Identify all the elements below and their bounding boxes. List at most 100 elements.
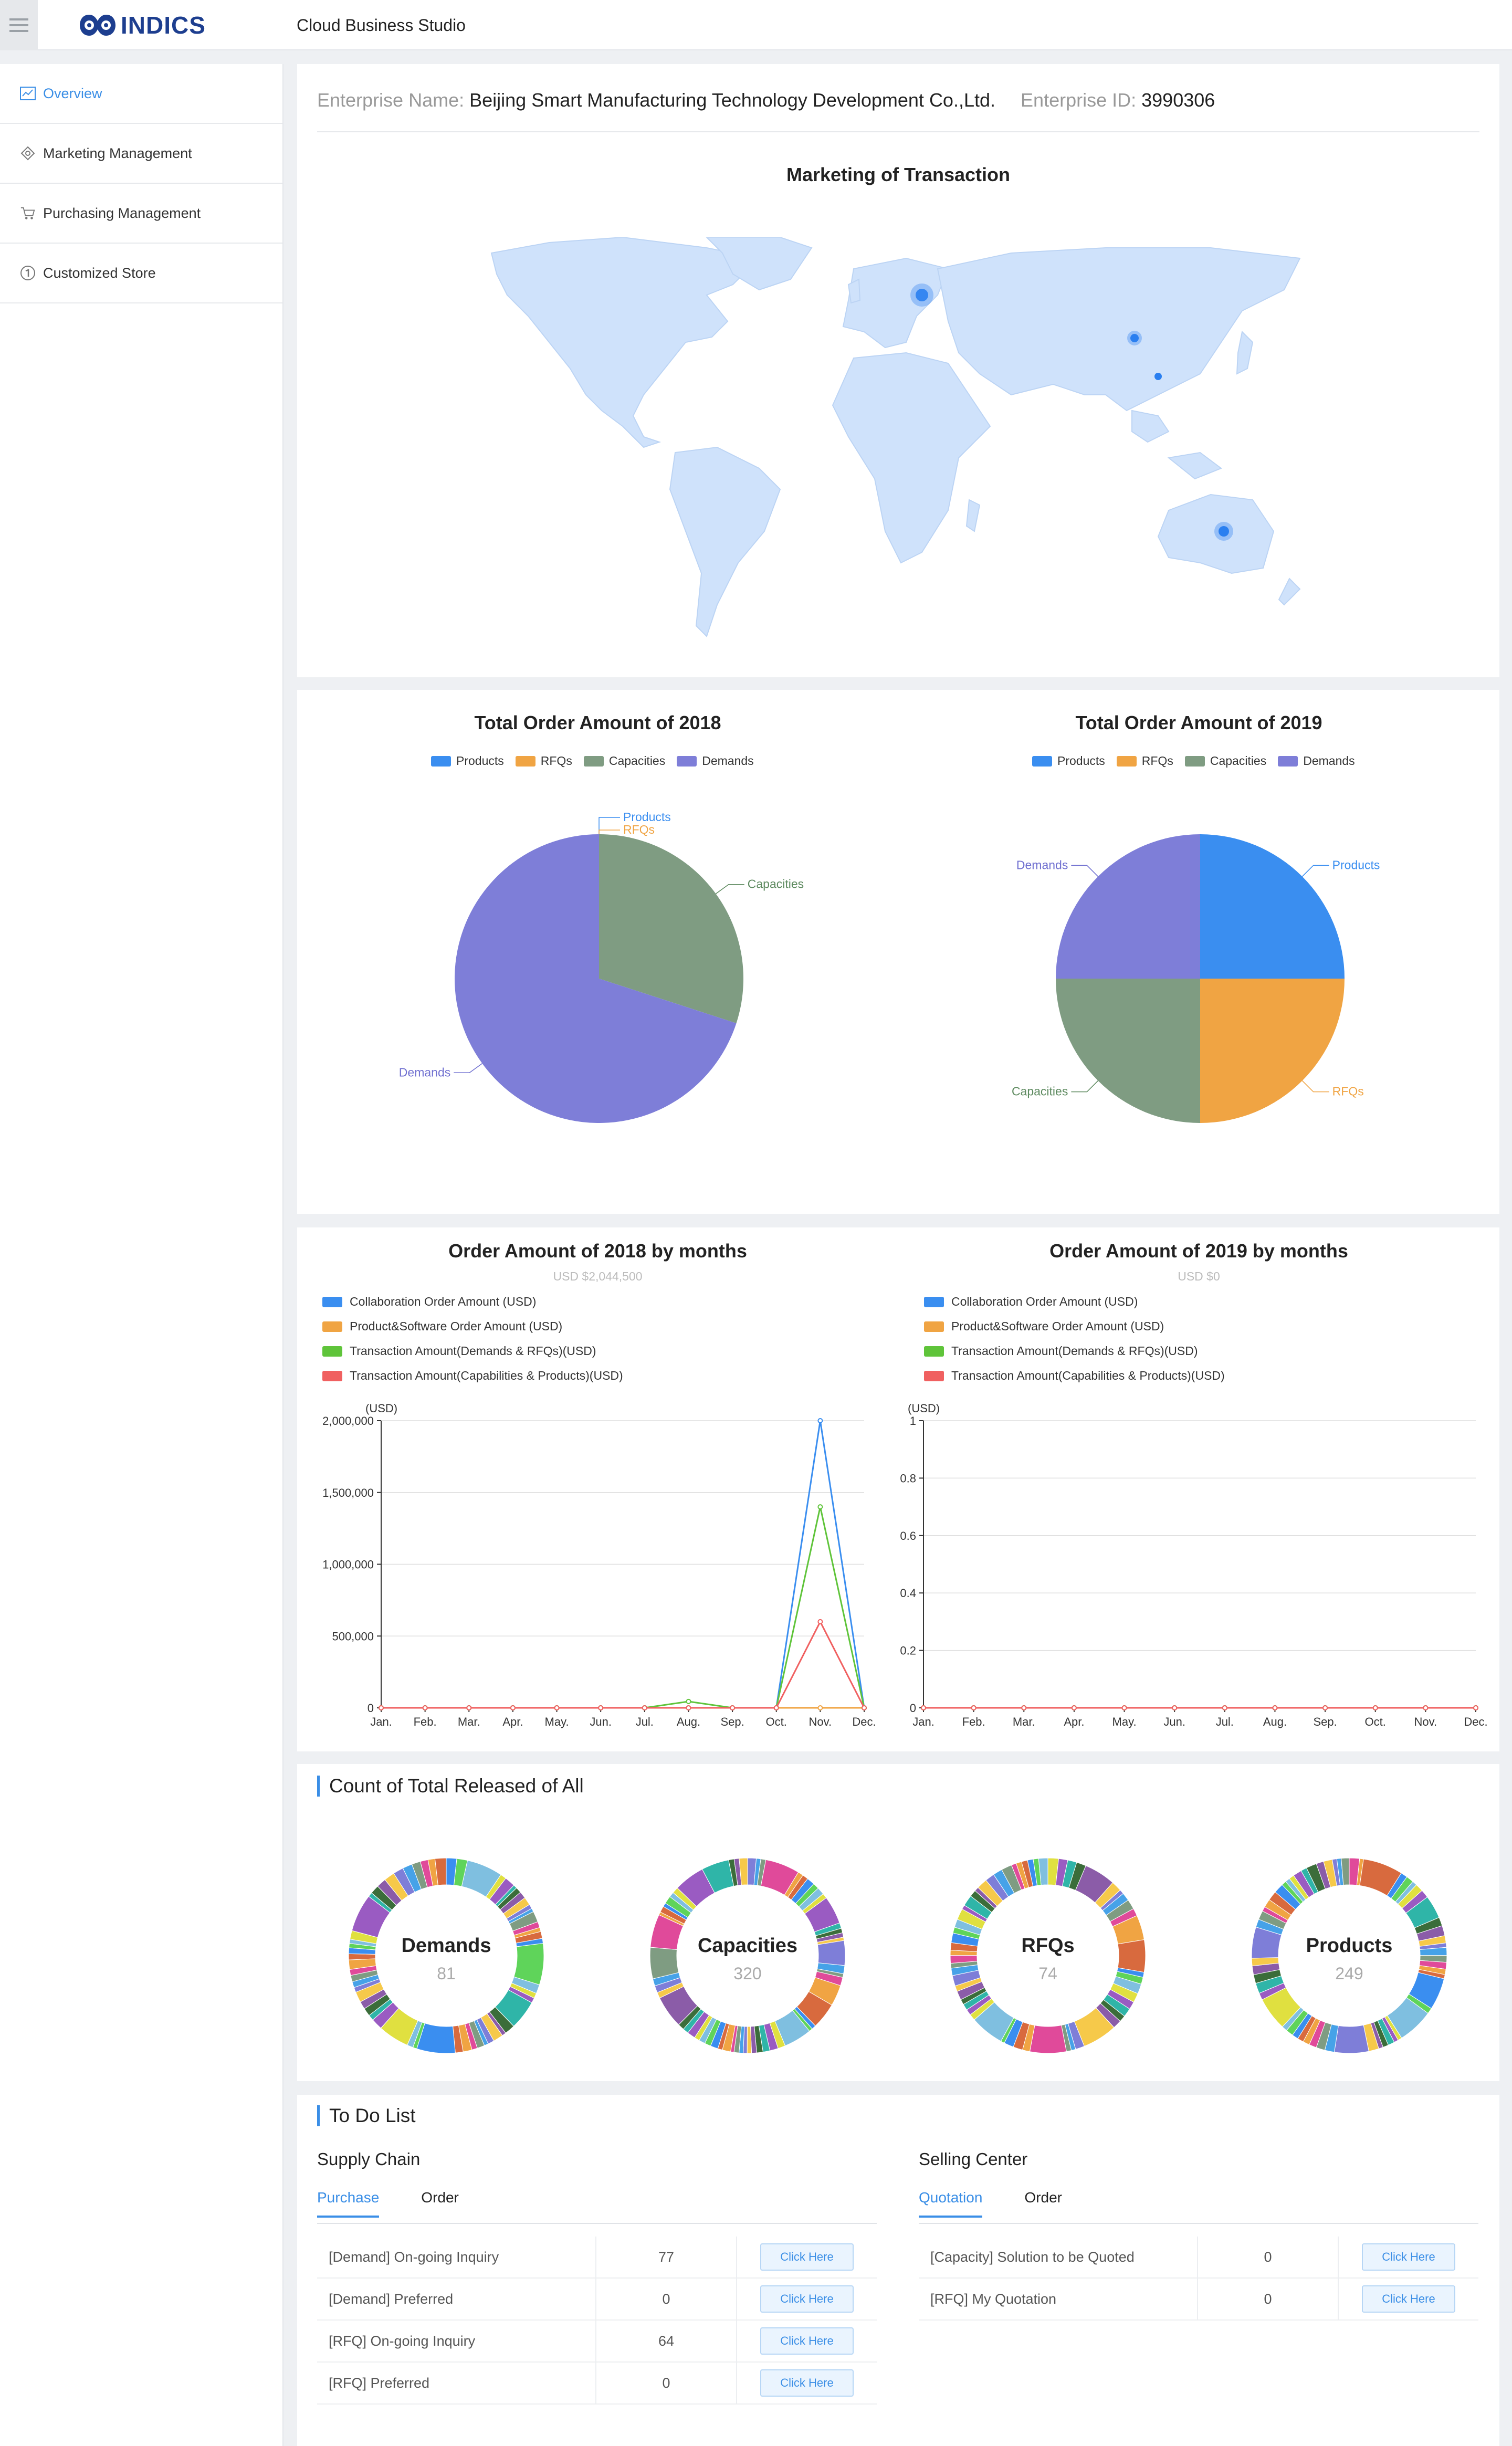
legend-item-collaboration[interactable]: Collaboration Order Amount (USD) — [322, 1295, 623, 1309]
donut-capacities[interactable]: Capacities 320 — [643, 1851, 853, 2061]
series-line-4[interactable] — [921, 1705, 1478, 1710]
donut-segment[interactable] — [1341, 1857, 1350, 1885]
donut-segment[interactable] — [1029, 2024, 1067, 2054]
world-map[interactable] — [486, 237, 1305, 647]
pie-slice-products[interactable] — [1200, 834, 1345, 979]
legend-item-capabilities-products[interactable]: Transaction Amount(Capabilities & Produc… — [924, 1369, 1225, 1383]
legend-item-demands[interactable]: Demands — [677, 754, 754, 768]
click-here-button[interactable]: Click Here — [1362, 2243, 1455, 2271]
pie-slice-demands[interactable] — [1056, 834, 1200, 979]
series-line-3[interactable] — [379, 1504, 867, 1710]
y-tick-label: 0.8 — [900, 1472, 916, 1485]
tab-purchase[interactable]: Purchase — [317, 2189, 380, 2218]
legend-item-capacities[interactable]: Capacities — [1184, 754, 1266, 768]
legend-item-demands-rfqs[interactable]: Transaction Amount(Demands & RFQs)(USD) — [924, 1344, 1225, 1358]
donut-chart-demands — [348, 1857, 544, 2054]
legend-item-collaboration[interactable]: Collaboration Order Amount (USD) — [924, 1295, 1225, 1309]
data-point[interactable] — [1222, 1705, 1227, 1710]
data-point[interactable] — [642, 1705, 647, 1710]
series-line-4[interactable] — [379, 1619, 867, 1710]
tab-quotation[interactable]: Quotation — [919, 2189, 983, 2218]
data-point[interactable] — [817, 1705, 823, 1710]
donut-demands[interactable]: Demands 81 — [341, 1851, 551, 2061]
y-axis-unit: (USD) — [365, 1402, 397, 1415]
data-point[interactable] — [1172, 1705, 1178, 1710]
line-chart-2018[interactable]: (USD) 0 500,000 1,000,000 1,500,000 2,000,000… — [297, 1401, 898, 1747]
data-point[interactable] — [817, 1504, 823, 1510]
legend-item-products[interactable]: Products — [431, 754, 504, 768]
data-point[interactable] — [598, 1705, 604, 1710]
monthly-2019-title: Order Amount of 2019 by months — [1049, 1240, 1348, 1262]
data-point[interactable] — [1372, 1705, 1378, 1710]
legend-item-demands-rfqs[interactable]: Transaction Amount(Demands & RFQs)(USD) — [322, 1344, 623, 1358]
donut-products[interactable]: Products 249 — [1244, 1851, 1454, 2061]
legend-item-demands[interactable]: Demands — [1278, 754, 1355, 768]
legend-item-product-software[interactable]: Product&Software Order Amount (USD) — [322, 1319, 623, 1334]
sidebar-item-overview[interactable]: Overview — [0, 64, 282, 124]
data-point[interactable] — [1021, 1705, 1027, 1710]
line-chart-2019[interactable]: (USD) 0 0.2 0.4 0.6 0.8 1 Jan. Feb. Mar. Apr. May. J… — [898, 1401, 1499, 1747]
sidebar-item-marketing[interactable]: Marketing Management — [0, 124, 282, 184]
donut-segment[interactable] — [1334, 2024, 1369, 2054]
donut-rfqs[interactable]: RFQs 74 — [943, 1851, 1153, 2061]
data-point[interactable] — [1121, 1705, 1127, 1710]
legend-item-capabilities-products[interactable]: Transaction Amount(Capabilities & Produc… — [322, 1369, 623, 1383]
data-point[interactable] — [1322, 1705, 1328, 1710]
donut-segment[interactable] — [434, 1857, 447, 1886]
donut-count: 81 — [437, 1964, 456, 1983]
data-point[interactable] — [862, 1705, 867, 1710]
marketing-icon — [20, 145, 36, 161]
pie-slice-rfqs[interactable] — [1200, 979, 1345, 1123]
pie-slice-demands[interactable] — [455, 834, 737, 1123]
click-here-button[interactable]: Click Here — [760, 2243, 854, 2271]
logo[interactable]: INDICS — [79, 11, 206, 40]
data-point[interactable] — [817, 1418, 823, 1423]
legend-item-rfqs[interactable]: RFQs — [515, 754, 572, 768]
data-point[interactable] — [686, 1705, 691, 1710]
donut-segment[interactable] — [747, 2026, 752, 2054]
tab-order[interactable]: Order — [421, 2189, 459, 2206]
row-label: [RFQ] On-going Inquiry — [317, 2321, 596, 2361]
menu-toggle-icon[interactable] — [0, 0, 38, 50]
data-point[interactable] — [510, 1705, 516, 1710]
store-icon — [20, 265, 36, 281]
pie-2019-title: Total Order Amount of 2019 — [1075, 712, 1322, 733]
x-tick-label: Jun. — [590, 1715, 612, 1728]
data-point[interactable] — [1272, 1705, 1278, 1710]
click-here-button[interactable]: Click Here — [1362, 2285, 1455, 2313]
x-tick-label: Apr. — [1064, 1715, 1084, 1728]
data-point[interactable] — [1473, 1705, 1478, 1710]
click-here-button[interactable]: Click Here — [760, 2285, 854, 2313]
click-here-button[interactable]: Click Here — [760, 2369, 854, 2397]
legend-item-products[interactable]: Products — [1032, 754, 1105, 768]
pie-chart-2019[interactable]: Products RFQs Capacities Demands — [898, 795, 1499, 1194]
pie-slice-capacities[interactable] — [599, 834, 743, 1023]
pie-slice-capacities[interactable] — [1056, 979, 1200, 1123]
donut-segment[interactable] — [739, 1857, 748, 1886]
donut-segment[interactable] — [1038, 1857, 1048, 1886]
sidebar-item-store[interactable]: Customized Store — [0, 244, 282, 303]
legend-item-product-software[interactable]: Product&Software Order Amount (USD) — [924, 1319, 1225, 1334]
tabs-divider — [919, 2223, 1478, 2224]
click-here-button[interactable]: Click Here — [760, 2327, 854, 2355]
data-point[interactable] — [686, 1698, 691, 1704]
donut-name: Demands — [401, 1935, 491, 1957]
data-point[interactable] — [921, 1705, 926, 1710]
data-point[interactable] — [773, 1705, 779, 1710]
world-landmass — [490, 237, 1301, 637]
legend-item-rfqs[interactable]: RFQs — [1116, 754, 1173, 768]
x-tick-label: Jul. — [636, 1715, 654, 1728]
data-point[interactable] — [379, 1705, 384, 1710]
sidebar-item-purchasing[interactable]: Purchasing Management — [0, 184, 282, 244]
data-point[interactable] — [422, 1705, 428, 1710]
data-point[interactable] — [1423, 1705, 1429, 1710]
data-point[interactable] — [817, 1619, 823, 1624]
data-point[interactable] — [466, 1705, 472, 1710]
data-point[interactable] — [730, 1705, 736, 1710]
tab-order[interactable]: Order — [1024, 2189, 1062, 2206]
legend-item-capacities[interactable]: Capacities — [583, 754, 665, 768]
data-point[interactable] — [971, 1705, 976, 1710]
data-point[interactable] — [554, 1705, 560, 1710]
data-point[interactable] — [1071, 1705, 1077, 1710]
